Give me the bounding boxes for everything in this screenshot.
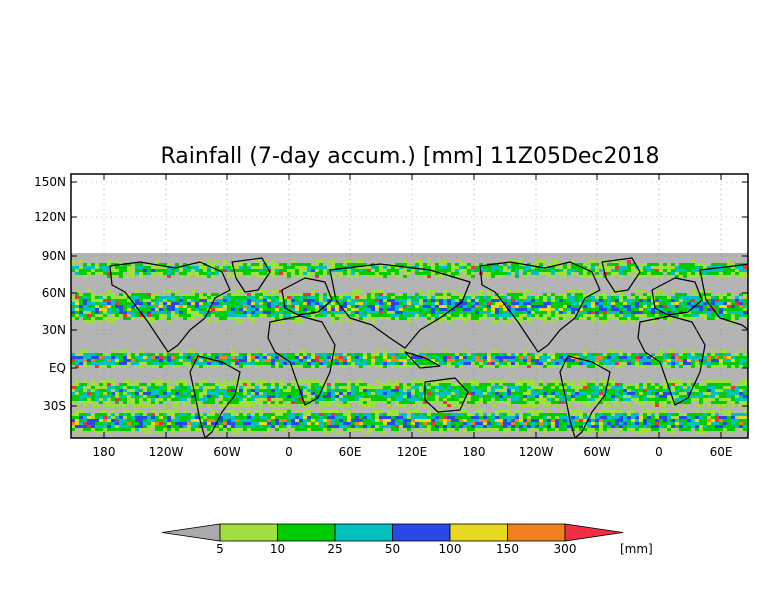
- x-tick-label: 180: [93, 445, 116, 459]
- x-tick-label: 120E: [397, 445, 428, 459]
- legend-swatch-below-min: [162, 524, 220, 541]
- x-tick-label: 120W: [519, 445, 554, 459]
- y-tick-label: 120N: [34, 210, 66, 224]
- legend-threshold-label: 300: [554, 542, 577, 556]
- x-tick-label: 180: [463, 445, 486, 459]
- x-tick-label: 0: [285, 445, 293, 459]
- legend-threshold-label: 150: [496, 542, 519, 556]
- legend-threshold-label: 10: [270, 542, 285, 556]
- y-tick-label: 60N: [42, 286, 66, 300]
- y-tick-label: 30N: [42, 323, 66, 337]
- map-title: Rainfall (7-day accum.) [mm] 11Z05Dec201…: [160, 144, 659, 169]
- legend-threshold-label: 25: [327, 542, 342, 556]
- y-tick-label: 90N: [42, 249, 66, 263]
- y-tick-label: EQ: [49, 361, 66, 375]
- x-tick-label: 60E: [710, 445, 733, 459]
- rainfall-map: 150N 120N 90N 60N 30N EQ 30S 180 120W 60W 0 60E 120…: [34, 174, 784, 459]
- x-tick-label: 120W: [149, 445, 184, 459]
- legend-unit-label: [mm]: [620, 542, 653, 556]
- y-tick-label: 30S: [43, 399, 66, 413]
- legend-threshold-label: 50: [385, 542, 400, 556]
- legend-swatch: [393, 524, 451, 541]
- legend-swatch: [450, 524, 508, 541]
- color-legend: 5 10 25 50 100 150 300 [mm]: [162, 524, 653, 556]
- legend-swatch: [220, 524, 278, 541]
- x-tick-label: 60E: [339, 445, 362, 459]
- legend-swatch: [335, 524, 393, 541]
- x-tick-label: 60W: [213, 445, 240, 459]
- legend-swatch-above-max: [565, 524, 623, 541]
- legend-threshold-label: 100: [439, 542, 462, 556]
- legend-threshold-label: 5: [216, 542, 224, 556]
- x-tick-label: 0: [655, 445, 663, 459]
- legend-swatch: [278, 524, 336, 541]
- legend-swatch: [508, 524, 566, 541]
- x-tick-label: 60W: [583, 445, 610, 459]
- y-tick-label: 150N: [34, 175, 66, 189]
